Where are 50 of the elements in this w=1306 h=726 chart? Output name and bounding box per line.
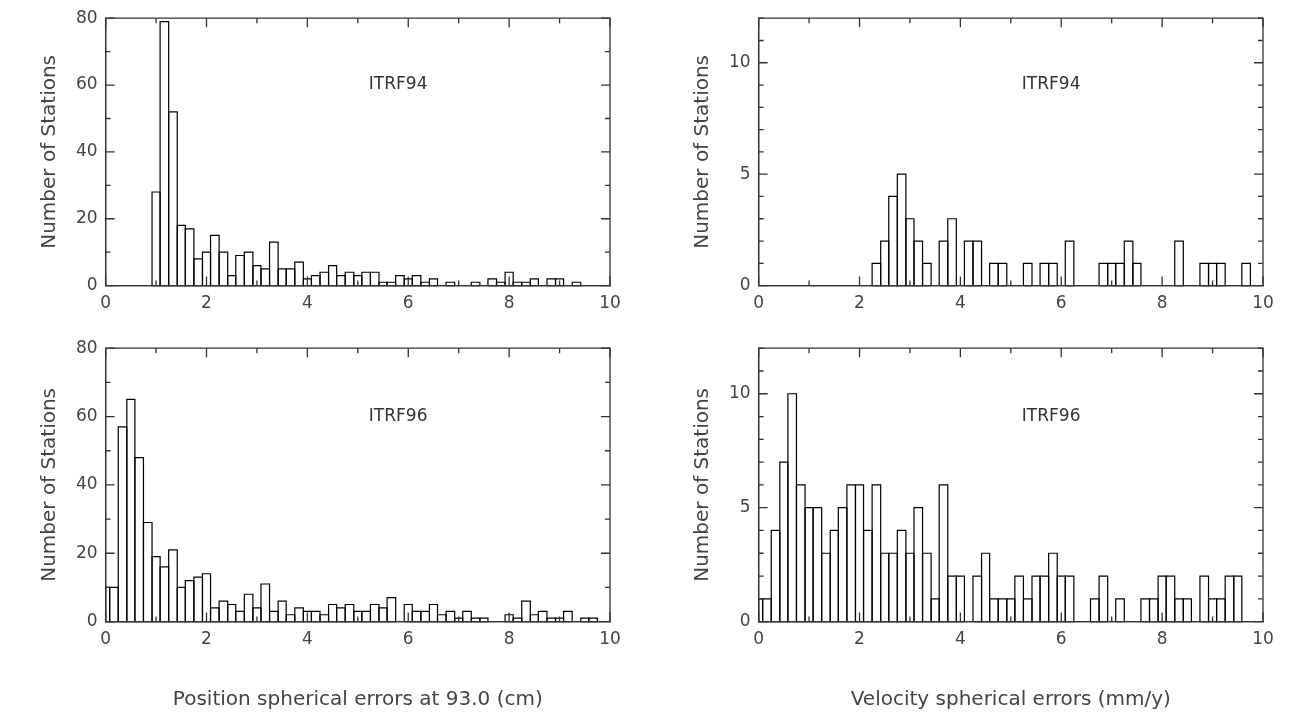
y-tick-label: 0 [86,610,98,631]
annotation: ITRF94 [1021,73,1081,94]
y-tick-label: 5 [739,496,751,517]
y-tick-label: 10 [728,51,751,72]
x-tick-label: 8 [1156,628,1168,649]
x-tick-label: 6 [402,628,414,649]
y-tick-label: 10 [728,382,751,403]
x-tick-label: 2 [854,628,865,649]
x-tick-label: 2 [201,292,212,313]
x-axis-title: Velocity spherical errors (mm/y) [850,686,1171,711]
y-tick-label: 40 [75,140,98,161]
x-tick-label: 6 [1055,292,1067,313]
y-tick-label: 0 [739,274,751,295]
x-tick-label: 10 [599,628,621,649]
y-axis-title: Number of Stations [36,387,61,582]
annotation: ITRF96 [1021,404,1081,425]
x-tick-label: 0 [753,292,765,313]
x-tick-label: 2 [201,628,212,649]
y-tick-label: 60 [75,404,98,425]
y-tick-label: 20 [75,541,98,562]
y-tick-label: 60 [75,73,98,94]
x-tick-label: 6 [1055,628,1067,649]
x-tick-label: 0 [753,628,765,649]
x-tick-label: 6 [402,292,414,313]
y-tick-label: 0 [86,274,98,295]
x-tick-label: 0 [100,292,112,313]
y-tick-label: 5 [739,162,751,183]
y-tick-label: 80 [75,6,98,27]
x-tick-label: 4 [954,292,966,313]
y-tick-label: 0 [739,610,751,631]
x-tick-label: 10 [1252,628,1274,649]
x-tick-label: 8 [503,292,515,313]
y-axis-title: Number of Stations [36,54,61,249]
x-tick-label: 10 [599,292,621,313]
y-axis-title: Number of Stations [689,387,714,582]
annotation: ITRF94 [368,73,428,94]
x-tick-label: 4 [301,292,313,313]
x-tick-label: 10 [1252,292,1274,313]
annotation: ITRF96 [368,404,428,425]
x-tick-label: 4 [301,628,313,649]
x-tick-label: 4 [954,628,966,649]
x-axis-title: Position spherical errors at 93.0 (cm) [172,686,543,711]
x-tick-label: 8 [503,628,515,649]
y-axis-title: Number of Stations [689,54,714,249]
x-tick-label: 2 [854,292,865,313]
y-tick-label: 20 [75,207,98,228]
x-tick-label: 8 [1156,292,1168,313]
y-tick-label: 80 [75,336,98,357]
x-tick-label: 0 [100,628,112,649]
y-tick-label: 40 [75,473,98,494]
